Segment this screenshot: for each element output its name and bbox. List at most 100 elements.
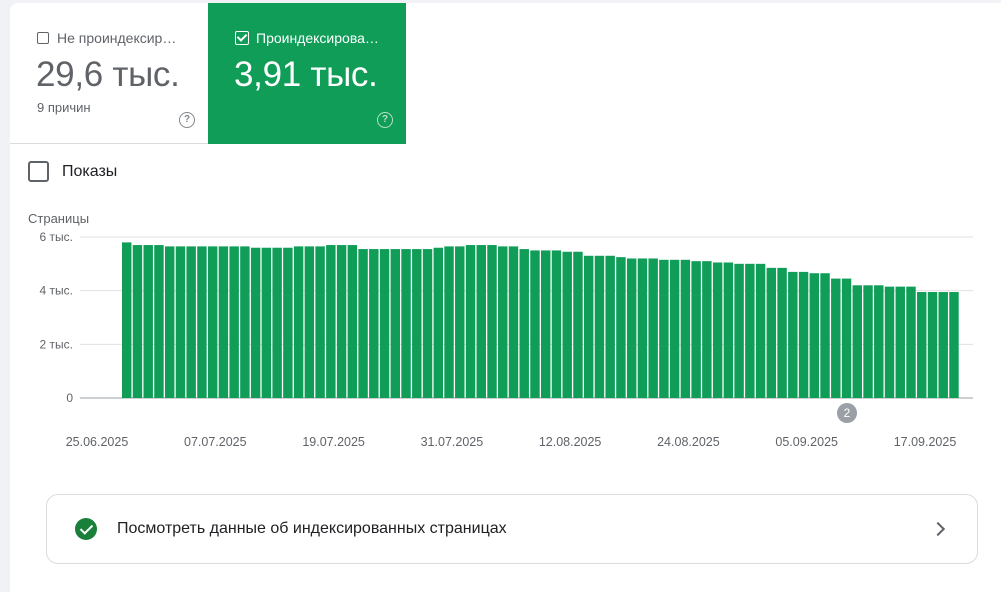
chart-bar[interactable] (594, 255, 605, 398)
chart-bar[interactable] (541, 250, 551, 398)
chart-y-tick-label: 4 тыс. (40, 284, 73, 298)
chart-bar[interactable] (379, 249, 390, 398)
chart-bar[interactable] (917, 292, 927, 398)
chart-bar[interactable] (691, 261, 701, 398)
chart-bar[interactable] (659, 259, 669, 398)
chart-bar[interactable] (798, 271, 809, 398)
chart-bar[interactable] (777, 267, 787, 398)
chart-bar[interactable] (626, 258, 637, 398)
chart-bar[interactable] (465, 245, 476, 398)
view-indexed-pages-link[interactable]: Посмотреть данные об индексированных стр… (46, 494, 978, 564)
chart-x-tick-label: 19.07.2025 (302, 435, 365, 449)
chart-bar[interactable] (164, 246, 175, 398)
chart-bar[interactable] (498, 246, 508, 398)
chart-bar[interactable] (283, 247, 293, 398)
not-indexed-checkbox[interactable] (37, 32, 49, 44)
chart-bar[interactable] (766, 267, 777, 398)
chart-bar[interactable] (906, 286, 916, 398)
help-circle-icon[interactable]: ? (179, 112, 195, 128)
chart-bar[interactable] (412, 249, 422, 398)
chart-bar[interactable] (820, 273, 830, 398)
chart-bar[interactable] (755, 263, 766, 398)
chart-bar[interactable] (519, 249, 529, 398)
chart-bar[interactable] (401, 249, 411, 398)
chart-x-tick-label: 05.09.2025 (775, 435, 838, 449)
chart-bar[interactable] (261, 247, 272, 398)
chart-bar[interactable] (648, 258, 658, 398)
chart-bar[interactable] (197, 246, 207, 398)
chart-bar[interactable] (175, 246, 186, 398)
chart-bar[interactable] (723, 262, 734, 398)
chart-bar[interactable] (927, 292, 938, 398)
chart-annotation-marker[interactable] (837, 403, 857, 423)
chart-bar[interactable] (390, 249, 401, 398)
chart-bar[interactable] (841, 278, 852, 398)
chart-bar[interactable] (562, 251, 572, 398)
chart-y-tick-label: 6 тыс. (40, 230, 73, 244)
chart-bar[interactable] (207, 246, 218, 398)
chart-bar[interactable] (143, 245, 153, 398)
tab-not-indexed[interactable]: Не проиндексир… 29,6 тыс. 9 причин ? (10, 3, 208, 144)
chart-bar[interactable] (583, 255, 594, 398)
chart-bar[interactable] (949, 292, 959, 398)
chart-bar[interactable] (487, 245, 497, 398)
tab-indexed[interactable]: Проиндексирова… 3,91 тыс. ? (208, 3, 406, 144)
chart-x-tick-label: 07.07.2025 (184, 435, 247, 449)
chart-bar[interactable] (229, 246, 239, 398)
chart-bar[interactable] (240, 246, 250, 398)
chart-bar[interactable] (433, 247, 443, 398)
chart-bar[interactable] (326, 245, 336, 398)
chart-bar[interactable] (788, 271, 798, 398)
chart-bar[interactable] (734, 263, 744, 398)
chart-bar[interactable] (358, 249, 368, 398)
chart-bar[interactable] (616, 257, 626, 399)
chart-bar[interactable] (508, 246, 519, 398)
chart-bar[interactable] (551, 250, 562, 398)
chart-bar[interactable] (702, 261, 712, 398)
chart-bar[interactable] (745, 263, 755, 398)
chart-bar[interactable] (315, 246, 325, 398)
chart-bar[interactable] (852, 285, 862, 398)
chart-bar[interactable] (530, 250, 540, 398)
chart-bar[interactable] (831, 278, 841, 398)
chart-bar[interactable] (186, 246, 196, 398)
impressions-label: Показы (62, 162, 118, 180)
chart-bar[interactable] (154, 245, 164, 398)
chart-bar[interactable] (336, 245, 347, 398)
chart-bar[interactable] (304, 246, 315, 398)
chart-bar[interactable] (669, 259, 680, 398)
chart-bar[interactable] (218, 246, 229, 398)
chart-bar[interactable] (712, 262, 723, 398)
chart-bar[interactable] (895, 286, 905, 398)
chart-bar[interactable] (422, 249, 433, 398)
chart-bar[interactable] (573, 251, 583, 398)
indexed-checkbox[interactable] (235, 31, 249, 45)
index-report-card: Не проиндексир… 29,6 тыс. 9 причин ? Про… (10, 3, 1001, 592)
chart-bar[interactable] (272, 247, 282, 398)
chart-bar[interactable] (455, 246, 465, 398)
impressions-checkbox[interactable] (28, 161, 49, 182)
check-circle-icon (75, 518, 97, 540)
chart-bar[interactable] (874, 285, 884, 398)
help-circle-icon[interactable]: ? (377, 112, 393, 128)
impressions-toggle[interactable]: Показы (28, 161, 117, 182)
chart-bar[interactable] (605, 255, 615, 398)
chart-x-tick-label: 31.07.2025 (421, 435, 484, 449)
chart-bar[interactable] (809, 273, 820, 398)
chart-bar[interactable] (863, 285, 873, 398)
tab-not-indexed-reasons: 9 причин (37, 100, 91, 115)
chart-bar[interactable] (476, 245, 486, 398)
chart-bar[interactable] (122, 242, 132, 398)
chart-bar[interactable] (680, 259, 691, 398)
chart-bar[interactable] (132, 245, 143, 398)
chart-bar[interactable] (347, 245, 358, 398)
chart-y-tick-label: 0 (66, 391, 73, 405)
chart-bar[interactable] (637, 258, 648, 398)
chart-bar[interactable] (884, 286, 895, 398)
chart-bar[interactable] (293, 246, 304, 398)
tab-not-indexed-label: Не проиндексир… (57, 30, 177, 46)
chart-bar[interactable] (369, 249, 379, 398)
chart-bar[interactable] (250, 247, 261, 398)
chart-bar[interactable] (444, 246, 454, 398)
chart-bar[interactable] (938, 292, 948, 398)
